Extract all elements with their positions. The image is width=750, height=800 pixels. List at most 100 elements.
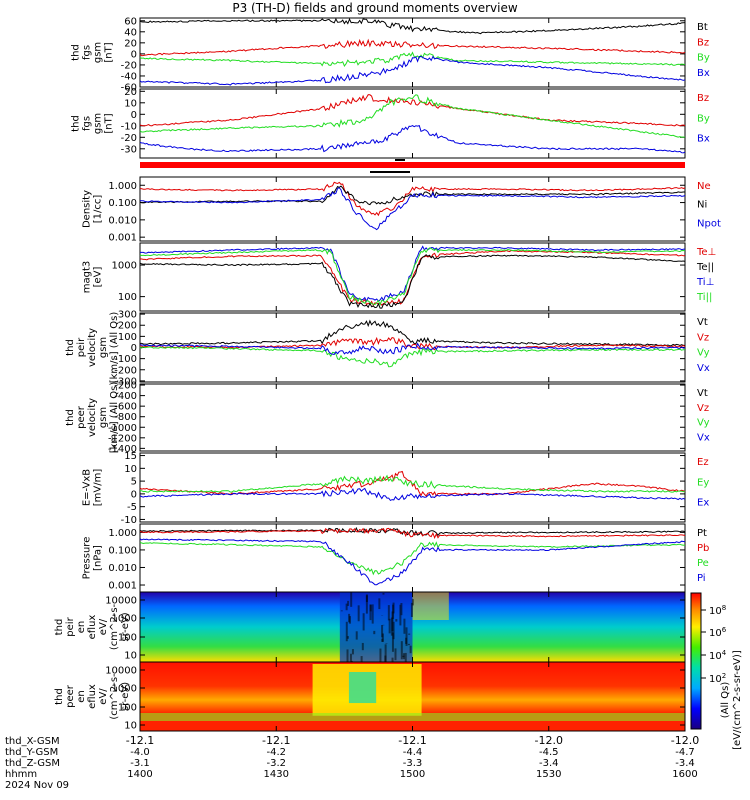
ion-spectrogram-speckle xyxy=(406,627,408,646)
legend-label-Vy: Vy xyxy=(697,348,710,359)
legend-label-Pe: Pe xyxy=(697,558,709,569)
ion-spectrogram-speckle xyxy=(392,633,394,652)
electron-spectrogram-low-band xyxy=(140,713,685,721)
mode-bar-marker xyxy=(395,159,405,161)
legend-label-Ti||: Ti|| xyxy=(696,292,712,303)
x-row-value: 1530 xyxy=(536,769,561,780)
ion-spectrogram-speckle xyxy=(356,631,358,639)
y-axis-label: peir xyxy=(65,616,76,636)
x-row-value: -3.1 xyxy=(130,758,150,769)
ion-spectrogram-speckle xyxy=(410,646,412,653)
ion-spectrogram-speckle xyxy=(381,625,383,637)
series-line-Ni xyxy=(140,186,685,205)
ion-spectrogram-speckle xyxy=(395,619,397,621)
y-axis-label: thd xyxy=(71,44,82,61)
x-row-value: -4.7 xyxy=(675,747,695,758)
x-tick-label: -12.0 xyxy=(535,734,563,747)
y-axis-label: en xyxy=(76,690,87,703)
y-tick-label: -5 xyxy=(127,502,137,513)
y-axis-label: gsm xyxy=(98,407,109,428)
mode-bar-marker xyxy=(370,171,410,173)
ion-spectrogram-speckle xyxy=(350,592,352,607)
y-tick-label: 0.100 xyxy=(108,545,137,556)
y-axis-label: [km/s] (All Qs) xyxy=(109,382,120,454)
ion-spectrogram-speckle xyxy=(358,605,360,621)
legend-label-By: By xyxy=(697,53,710,64)
spacecraft-mode-bar xyxy=(140,162,685,168)
panel-frame-density xyxy=(140,177,685,241)
y-axis-label: fgs xyxy=(82,45,93,60)
y-tick-label: -10 xyxy=(121,515,137,526)
y-tick-label: 60 xyxy=(124,16,137,27)
ion-spectrogram-speckle xyxy=(394,648,396,660)
y-axis-label: eV/ xyxy=(98,688,109,705)
y-axis-label: thd xyxy=(54,688,65,705)
ion-spectrogram-speckle xyxy=(408,644,410,645)
legend-label-Ey: Ey xyxy=(697,477,709,488)
legend-label-Te||: Te|| xyxy=(696,262,714,273)
y-axis-label: eV/ xyxy=(98,618,109,635)
x-tick-label: -12.0 xyxy=(671,734,699,747)
y-tick-label: -10 xyxy=(121,121,137,132)
legend-label-Bt: Bt xyxy=(697,22,708,33)
y-axis-label: (cm^2-s- xyxy=(109,673,120,720)
legend-label-Bx: Bx xyxy=(697,134,710,145)
x-row-value: -4.4 xyxy=(403,747,423,758)
series-line-Bz xyxy=(140,95,685,126)
x-tick-label: -12.1 xyxy=(126,734,154,747)
series-line-Bx xyxy=(140,126,685,153)
y-axis-label: sr-eV) xyxy=(120,612,131,641)
series-line-Ti⊥ xyxy=(140,247,685,302)
legend-label-Vt: Vt xyxy=(697,388,708,399)
ion-spectrogram-speckle xyxy=(347,601,349,606)
y-axis-label: Density xyxy=(82,190,93,228)
y-axis-label: velocity xyxy=(87,398,98,437)
y-axis-label: eflux xyxy=(87,615,98,640)
legend-label-Ni: Ni xyxy=(697,200,707,211)
x-row-name: hhmm xyxy=(5,769,37,780)
y-axis-label: peer xyxy=(76,405,87,429)
x-row-value: -4.2 xyxy=(266,747,286,758)
ion-spectrogram-speckle xyxy=(381,639,383,642)
y-tick-label: 10 xyxy=(124,98,137,109)
colorbar-tick-label: 104 xyxy=(709,649,727,662)
legend-label-Ne: Ne xyxy=(697,181,711,192)
ion-spectrogram-speckle xyxy=(372,604,374,623)
x-date: 2024 Nov 09 xyxy=(5,780,69,791)
y-tick-label: 1.000 xyxy=(108,181,137,192)
ion-spectrogram-speckle xyxy=(369,604,371,620)
y-tick-label: 0 xyxy=(131,343,137,354)
y-axis-label: gsm xyxy=(93,42,104,63)
series-line-Pb xyxy=(140,528,685,537)
y-tick-label: 0.010 xyxy=(108,215,137,226)
ion-spectrogram-speckle xyxy=(403,619,405,634)
series-line-Ex xyxy=(140,489,685,501)
series-line-Vy xyxy=(140,347,685,367)
y-tick-label: 5 xyxy=(131,477,137,488)
y-tick-label: 10 xyxy=(124,651,137,662)
legend-label-Bz: Bz xyxy=(697,37,709,48)
legend-label-Vx: Vx xyxy=(697,432,710,443)
y-axis-label: velocity xyxy=(87,328,98,367)
y-axis-label: [eV] xyxy=(93,267,104,288)
y-axis-label: peer xyxy=(65,684,76,708)
y-tick-label: 1.000 xyxy=(108,528,137,539)
y-axis-label: magt3 xyxy=(82,261,93,294)
y-tick-label: 0 xyxy=(131,49,137,60)
ion-spectrogram-speckle xyxy=(347,636,349,639)
y-axis-label: E=-VxB xyxy=(82,469,93,506)
y-tick-label: -30 xyxy=(121,144,137,155)
legend-label-Te⊥: Te⊥ xyxy=(696,247,716,258)
ion-spectrogram-speckle xyxy=(373,631,375,634)
y-tick-label: 10 xyxy=(124,721,137,732)
y-tick-label: 1000 xyxy=(112,261,137,272)
panel-frame-pressure xyxy=(140,524,685,592)
y-tick-label: 0 xyxy=(131,110,137,121)
y-axis-label: Pressure xyxy=(82,537,93,580)
x-row-value: -4.0 xyxy=(130,747,150,758)
y-axis-label: [mV/m] xyxy=(93,469,104,507)
ion-spectrogram-speckle xyxy=(363,613,365,630)
legend-label-By: By xyxy=(697,113,710,124)
series-line-Ne xyxy=(140,182,685,215)
y-tick-label: -20 xyxy=(121,60,137,71)
